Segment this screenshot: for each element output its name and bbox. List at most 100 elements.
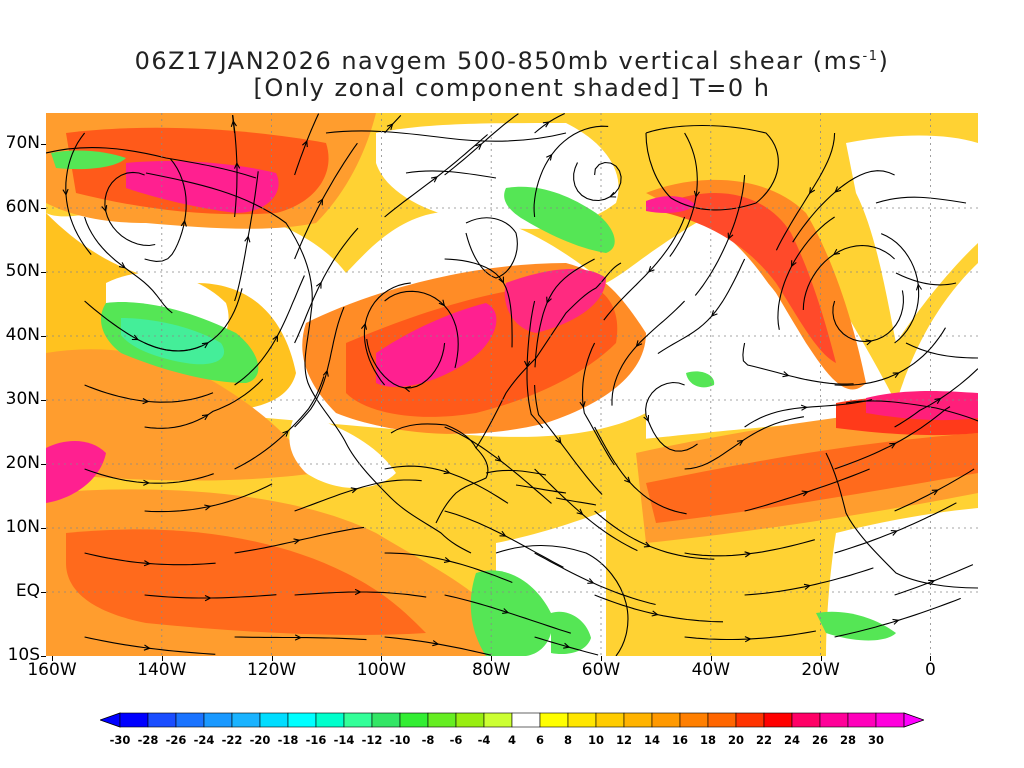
colorbar-cell xyxy=(623,712,653,728)
shade-white-gulf xyxy=(289,413,396,488)
streamline-arrow xyxy=(201,414,209,421)
streamline-arrow xyxy=(302,140,308,148)
coast-south-america xyxy=(495,544,629,656)
lat-label-eq: EQ xyxy=(15,581,40,601)
colorbar-label: 4 xyxy=(507,733,517,747)
colorbar-cell xyxy=(483,712,513,728)
colorbar-label: -6 xyxy=(449,733,463,747)
shade-magenta-pacific-sub xyxy=(46,441,106,503)
lat-tick xyxy=(41,656,46,657)
colorbar-cell xyxy=(343,712,373,728)
streamline-arrow xyxy=(624,476,631,484)
streamline-arrow xyxy=(62,188,69,196)
colorbar-label: 18 xyxy=(699,733,717,747)
streamline-arrow xyxy=(744,551,752,558)
streamline-arrow xyxy=(546,153,553,161)
colorbar-label: 26 xyxy=(811,733,829,747)
streamline-arrow xyxy=(801,490,809,497)
streamline-arrow xyxy=(180,219,187,227)
colorbar-right-arrow xyxy=(903,712,924,728)
streamline-arrow xyxy=(350,487,358,494)
streamline-arrow xyxy=(635,340,643,348)
colorbar-label: 12 xyxy=(615,733,633,747)
lat-tick xyxy=(41,464,46,465)
shade-green-labrador xyxy=(504,186,615,253)
colorbar-cell xyxy=(399,712,429,728)
streamline-arrow xyxy=(608,191,617,198)
streamline xyxy=(232,115,238,218)
colorbar-label: -10 xyxy=(389,733,411,747)
colorbar-label: 8 xyxy=(563,733,573,747)
colorbar-cell xyxy=(679,712,709,728)
colorbar-cell xyxy=(847,712,877,728)
shade-orange-pacific-sub xyxy=(46,349,316,481)
streamline-arrow xyxy=(736,439,744,446)
colorbar-label: 10 xyxy=(587,733,605,747)
colorbar-label: 16 xyxy=(671,733,689,747)
lat-tick xyxy=(41,144,46,145)
streamline-arrow xyxy=(693,190,700,198)
shear-map-canvas xyxy=(46,113,978,656)
lon-tick xyxy=(930,656,932,661)
streamline-arrow xyxy=(322,369,329,377)
colorbar-cell xyxy=(511,712,541,728)
streamline-arrow xyxy=(354,588,362,596)
colorbar-label: 22 xyxy=(755,733,773,747)
streamline-arrow xyxy=(865,339,873,346)
colorbar-cell xyxy=(427,712,457,728)
lat-tick xyxy=(41,528,46,529)
streamline-arrow xyxy=(744,636,752,643)
streamline xyxy=(294,113,320,176)
grid-lines xyxy=(46,113,978,656)
lat-label-30n: 30N xyxy=(5,389,40,409)
lon-tick xyxy=(161,656,163,661)
colorbar-cell xyxy=(791,712,821,728)
lon-label-160w: 160W xyxy=(27,660,77,680)
streamline-arrow xyxy=(834,186,842,193)
streamline-arrow xyxy=(800,404,808,411)
streamline-arrow xyxy=(143,479,151,486)
streamline-arrow xyxy=(928,579,936,586)
colorbar-label: 14 xyxy=(643,733,661,747)
shade-magenta-alaska xyxy=(126,161,279,213)
lat-tick xyxy=(41,336,46,337)
streamline-arrow xyxy=(118,262,126,269)
colorbar-label: -26 xyxy=(165,733,187,747)
colorbar-label: -22 xyxy=(221,733,243,747)
map-title-line1: 06Z17JAN2026 navgem 500-850mb vertical s… xyxy=(134,47,890,75)
shade-red-pacific-tropics xyxy=(66,529,426,635)
colorbar-label: 24 xyxy=(783,733,801,747)
lon-label-80w: 80W xyxy=(471,660,511,680)
colorbar-cell xyxy=(539,712,569,728)
shade-green-alaska-strip xyxy=(51,150,126,170)
colorbar-label: -20 xyxy=(249,733,271,747)
streamline-arrow xyxy=(233,161,241,169)
colorbar-label: -14 xyxy=(333,733,355,747)
lon-label-20w: 20W xyxy=(801,660,840,680)
lon-tick xyxy=(491,656,493,661)
streamline-arrow xyxy=(204,594,212,602)
lat-tick xyxy=(41,400,46,401)
streamline-arrow xyxy=(563,642,571,649)
coast-north-america-west xyxy=(145,172,472,554)
streamline-arrow xyxy=(360,322,368,330)
lat-tick xyxy=(41,592,46,593)
lat-label-60n: 60N xyxy=(5,197,40,217)
colorbar-label: -16 xyxy=(305,733,327,747)
lon-label-140w: 140W xyxy=(137,660,187,680)
streamline-arrow xyxy=(892,618,900,625)
colorbar-cell xyxy=(455,712,485,728)
lat-label-70n: 70N xyxy=(5,133,40,153)
coast-greenland xyxy=(645,124,779,211)
coast-canada-arctic xyxy=(325,130,567,179)
streamline-arrow xyxy=(710,310,718,317)
colorbar-cell xyxy=(875,712,905,728)
streamline-arrow xyxy=(494,455,502,462)
colorbar-cell xyxy=(707,712,737,728)
shade-green-africa xyxy=(816,611,896,641)
streamline-arrow xyxy=(131,334,140,341)
colorbar-label: -4 xyxy=(477,733,491,747)
colorbar-label: -8 xyxy=(421,733,435,747)
coast-gulf-of-mexico xyxy=(390,423,489,524)
colorbar-cell xyxy=(231,712,261,728)
